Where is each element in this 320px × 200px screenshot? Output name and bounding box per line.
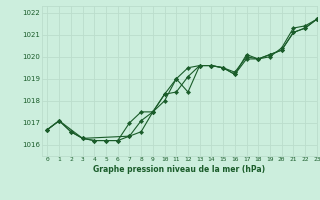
X-axis label: Graphe pression niveau de la mer (hPa): Graphe pression niveau de la mer (hPa) bbox=[93, 165, 265, 174]
